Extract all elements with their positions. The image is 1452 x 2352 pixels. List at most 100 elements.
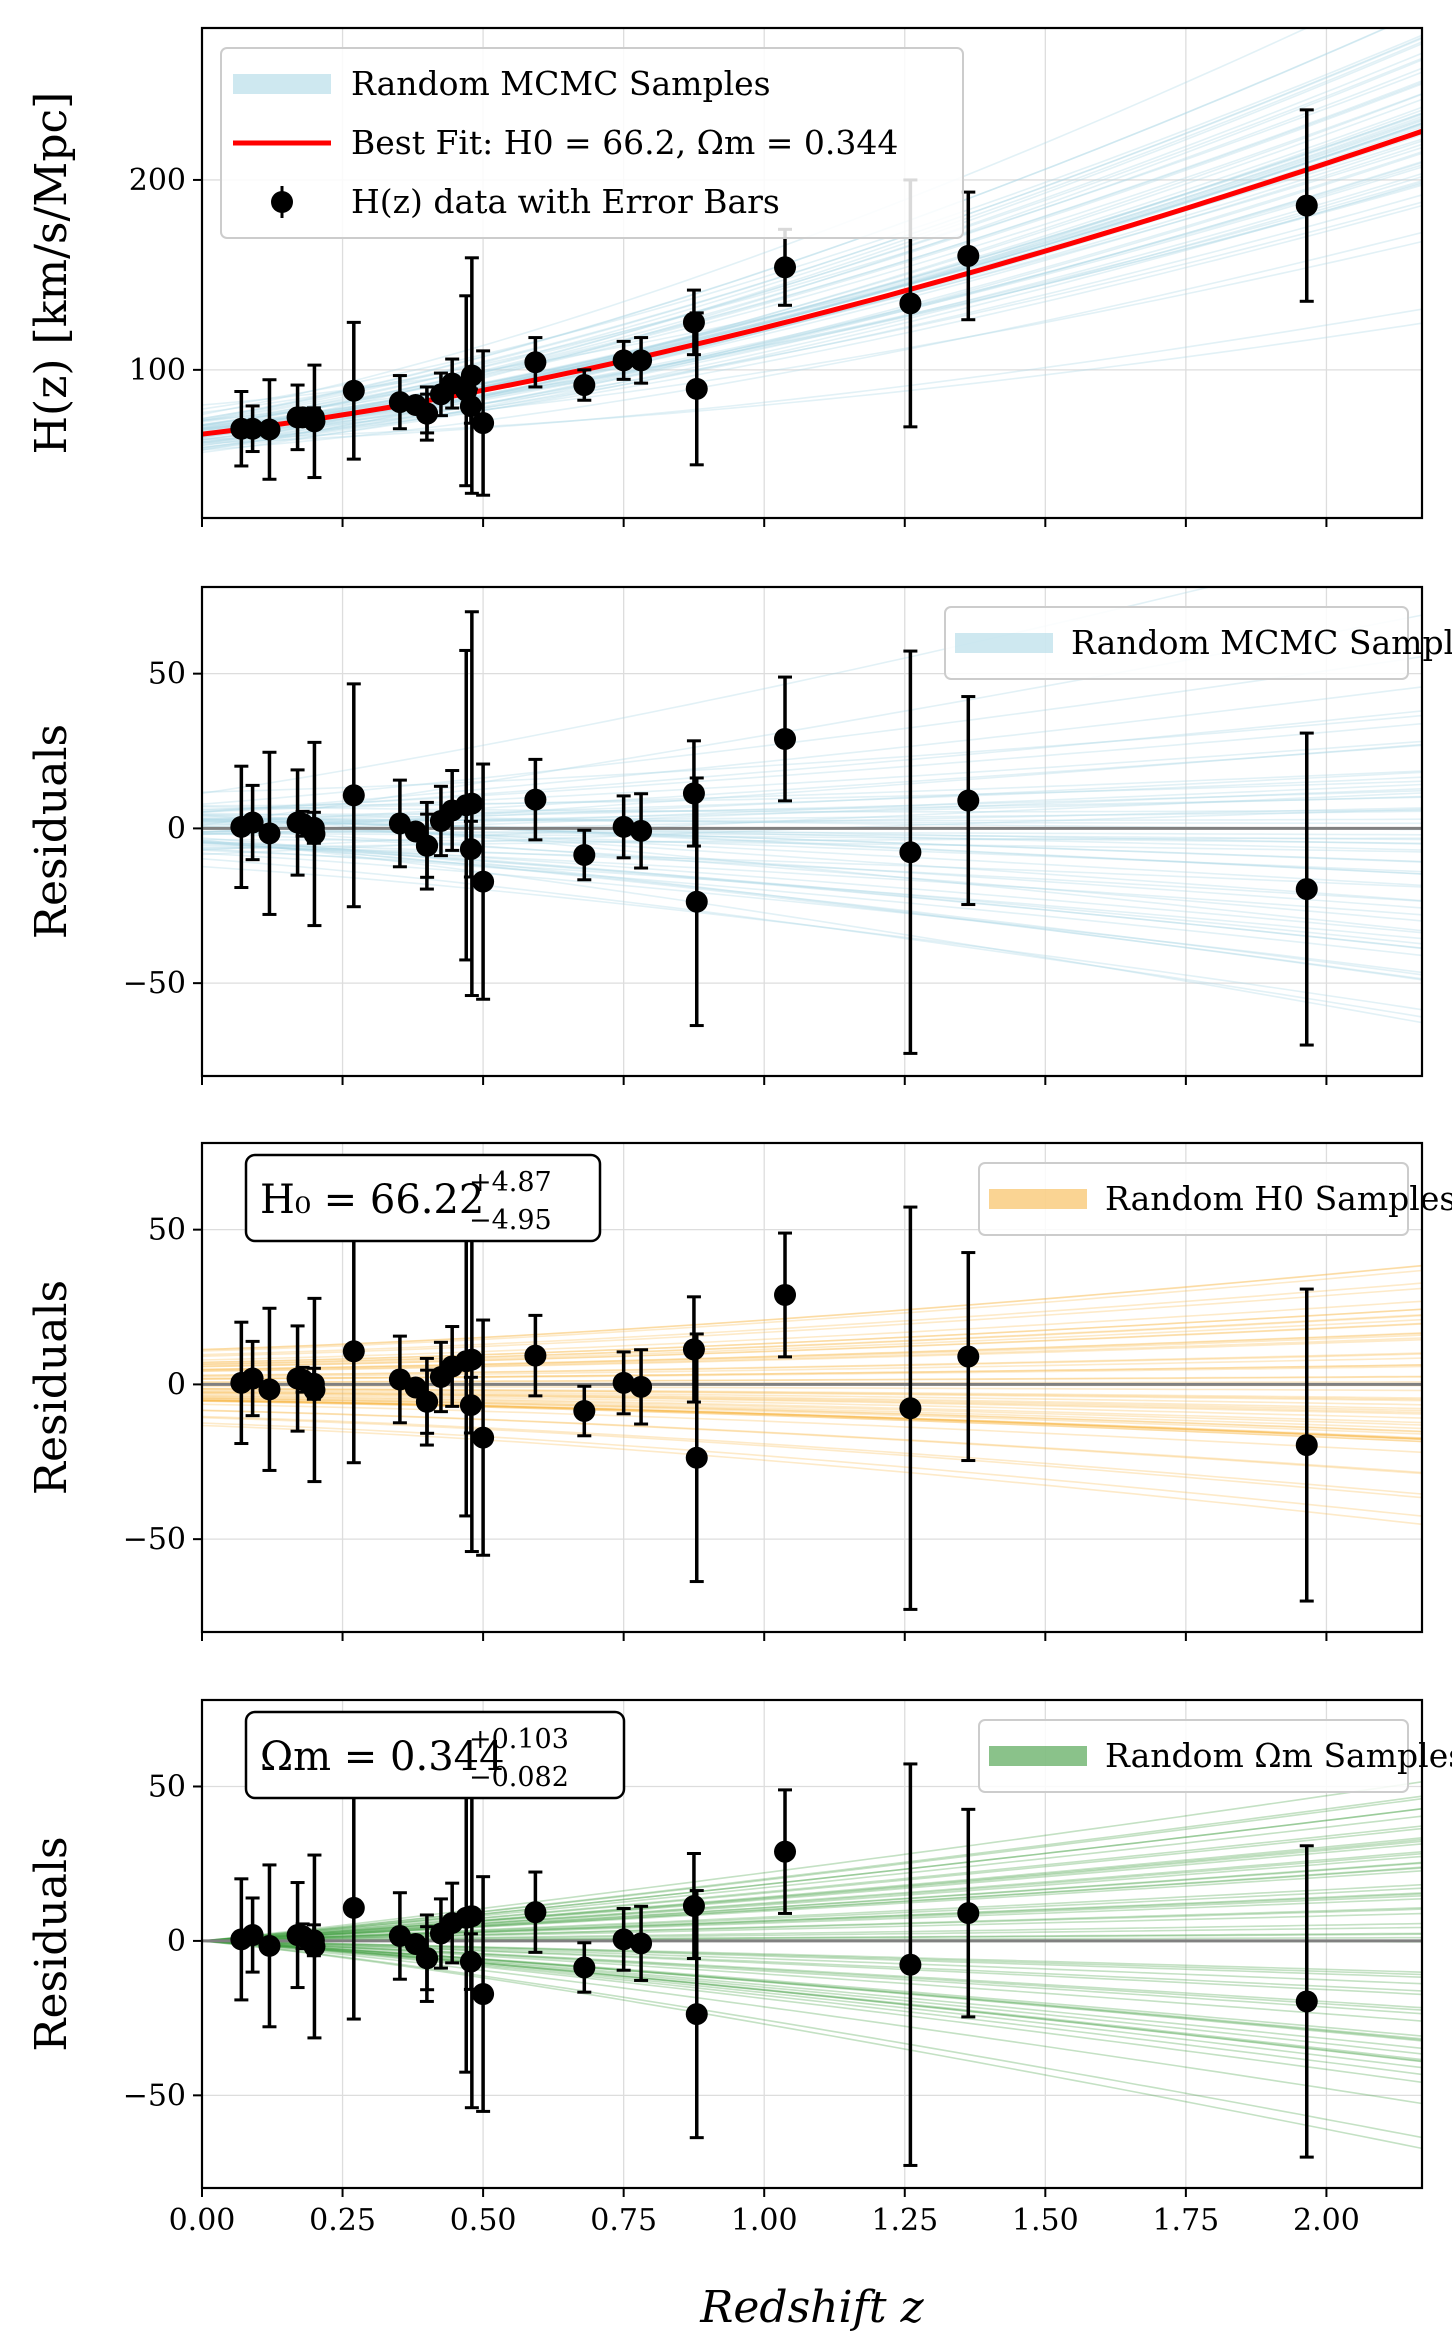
sample-curve	[202, 1940, 1422, 2076]
sample-curve	[202, 1837, 1422, 1942]
data-marker	[682, 1895, 705, 1918]
data-marker	[957, 244, 980, 267]
data-point	[630, 1904, 653, 1982]
legend-box	[978, 1162, 1409, 1236]
sample-curve	[202, 1391, 1422, 1414]
legend-label: Random MCMC Samples	[351, 64, 771, 103]
data-marker	[342, 1340, 365, 1363]
legend-swatch	[233, 74, 331, 94]
sample-curve	[202, 805, 1422, 813]
data-point	[1295, 1844, 1318, 2159]
sample-curve	[202, 1314, 1422, 1365]
data-point	[682, 739, 705, 848]
legend-label: Random H0 Samples	[1105, 1179, 1452, 1218]
sample-curve	[202, 1940, 1422, 2055]
data-marker	[524, 1344, 547, 1367]
sample-curve	[202, 841, 1422, 980]
y-axis-label: H(z) [km/s/Mpc]	[26, 92, 77, 455]
data-point	[899, 1205, 922, 1611]
legend-box	[220, 47, 964, 239]
data-marker	[899, 292, 922, 315]
data-point	[472, 1875, 495, 2113]
annotation-lower-error: −0.082	[469, 1762, 569, 1793]
data-point	[774, 675, 797, 803]
annotation-box	[244, 1153, 602, 1243]
sample-curve	[202, 858, 1422, 1018]
data-point	[524, 1313, 547, 1398]
x-tick-label: 0.00	[169, 2203, 236, 2238]
sample-curve	[202, 1389, 1422, 1406]
data-point	[258, 750, 281, 916]
sample-curve	[202, 1940, 1422, 2105]
data-marker	[682, 782, 705, 805]
sample-curve	[202, 846, 1422, 888]
data-marker	[630, 1375, 653, 1398]
sample-curve	[202, 837, 1422, 850]
sample-curve	[202, 1399, 1422, 1440]
data-marker	[416, 834, 439, 857]
sample-curve	[202, 1400, 1422, 1443]
sample-curve	[202, 322, 1422, 441]
sample-curve	[202, 151, 1422, 449]
data-marker	[460, 364, 483, 387]
sample-curve	[202, 1940, 1422, 2063]
data-point	[416, 1368, 439, 1435]
data-marker	[524, 1901, 547, 1924]
panel-3: −50 0 50 Residuals Random H0 Samples H₀ = 66.…	[26, 1141, 1452, 1641]
data-marker	[573, 844, 596, 867]
data-point	[1295, 108, 1318, 303]
y-tick-label: 50	[148, 1769, 186, 1804]
sample-curve	[202, 710, 1422, 813]
sample-curve	[202, 1797, 1422, 1942]
sample-curve	[202, 1409, 1422, 1475]
data-marker	[241, 417, 264, 440]
sample-curve	[202, 1940, 1422, 1996]
data-point	[524, 336, 547, 389]
sample-curve	[202, 828, 1422, 922]
data-point	[416, 392, 439, 435]
data-marker	[685, 2003, 708, 2026]
x-tick-label: 0.50	[450, 2203, 517, 2238]
data-points	[230, 108, 1318, 497]
data-point	[303, 363, 326, 480]
sample-curve	[202, 1264, 1422, 1351]
sample-curve	[202, 1403, 1422, 1454]
data-point	[258, 1306, 281, 1472]
data-points	[230, 1723, 1318, 2167]
sample-curve	[202, 1332, 1422, 1371]
data-marker	[612, 349, 635, 372]
sample-curve	[202, 1940, 1422, 2015]
data-point	[957, 1251, 980, 1463]
annotation-box	[244, 1710, 626, 1800]
data-point	[472, 349, 495, 497]
data-point	[774, 1231, 797, 1359]
data-marker	[303, 822, 326, 845]
data-marker	[774, 727, 797, 750]
data-marker	[472, 412, 495, 435]
sample-curve	[202, 792, 1422, 851]
legend-label: Random MCMC Samples	[1071, 623, 1452, 662]
legend-entry: Random MCMC Samples	[233, 64, 771, 103]
data-marker	[472, 870, 495, 893]
ticks: 100 200	[129, 163, 1328, 527]
data-marker	[1295, 1990, 1318, 2013]
sample-curve	[202, 840, 1422, 934]
sample-curve	[202, 1940, 1422, 2037]
sample-curve	[202, 1940, 1422, 2062]
legend-swatch	[989, 1189, 1087, 1209]
data-marker	[303, 1935, 326, 1958]
sample-curve	[202, 41, 1422, 426]
data-marker	[682, 1338, 705, 1361]
legend: Random MCMC Samples	[944, 606, 1452, 680]
data-point	[573, 828, 596, 882]
sample-curve	[202, 1395, 1422, 1426]
annotation-value: Ωm = 0.344	[260, 1734, 505, 1780]
panel-1: 100 200 H(z) [km/s/Mpc] Random MCMC Samples…	[26, 26, 1424, 527]
axes-frame	[200, 26, 1424, 520]
data-marker	[460, 792, 483, 815]
sample-curve	[202, 109, 1422, 451]
data-point	[685, 1889, 708, 2140]
data-point	[682, 1852, 705, 1961]
sample-curve	[202, 832, 1422, 909]
